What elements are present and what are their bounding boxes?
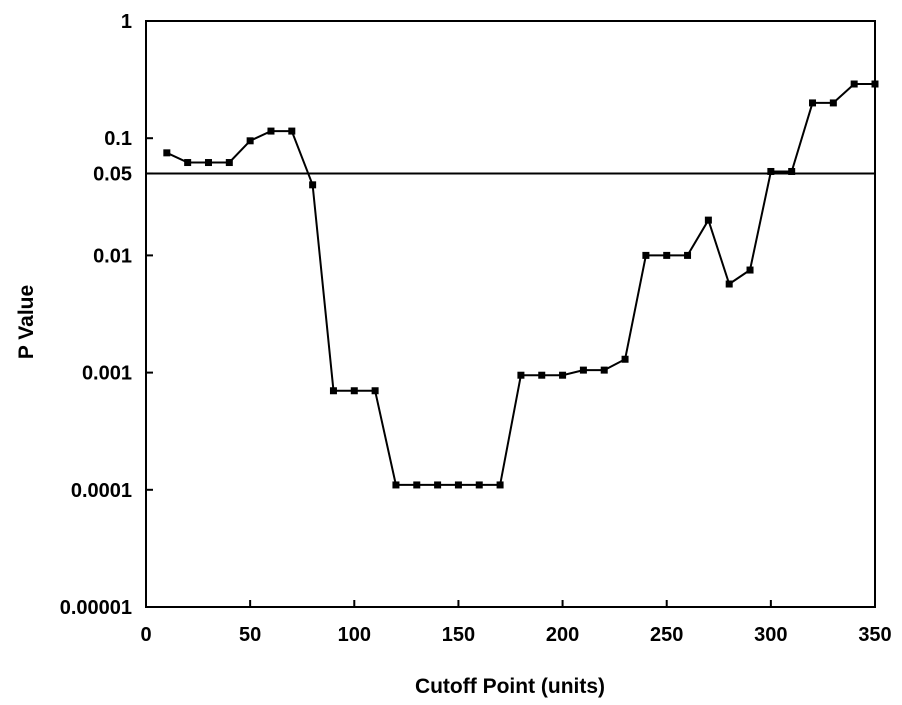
data-point: [496, 481, 504, 489]
x-tick-label: 250: [650, 624, 683, 646]
y-tick-label: 1: [121, 11, 132, 33]
data-point: [267, 127, 275, 135]
data-point: [850, 80, 858, 88]
x-tick-label: 300: [754, 624, 787, 646]
data-point: [475, 481, 483, 489]
y-tick-label: 0.001: [82, 363, 132, 385]
data-point: [517, 371, 525, 379]
data-point: [767, 167, 775, 175]
x-axis-title: Cutoff Point (units): [415, 675, 605, 698]
data-point: [204, 159, 212, 167]
data-point: [163, 149, 171, 157]
y-tick-label: 0.01: [93, 245, 132, 267]
data-point: [725, 280, 733, 288]
data-point: [246, 137, 254, 145]
x-tick-label: 100: [338, 624, 371, 646]
data-point: [184, 159, 192, 167]
y-tick-label: 0.00001: [60, 597, 132, 619]
data-point: [704, 216, 712, 224]
data-point: [746, 266, 754, 274]
data-point: [663, 251, 671, 259]
x-tick-label: 0: [140, 624, 151, 646]
data-point: [600, 366, 608, 374]
data-point: [434, 481, 442, 489]
data-point: [350, 387, 358, 395]
data-point: [871, 80, 879, 88]
data-point: [392, 481, 400, 489]
data-point: [642, 251, 650, 259]
data-point: [538, 371, 546, 379]
y-tick-label: 0.05: [93, 163, 132, 185]
y-axis-title: P Value: [15, 285, 38, 359]
x-tick-label: 350: [858, 624, 891, 646]
series-line: [166, 83, 875, 486]
x-tick-label: 200: [546, 624, 579, 646]
data-point: [413, 481, 421, 489]
y-tick-label: 0.1: [104, 128, 132, 150]
data-point: [329, 387, 337, 395]
data-point: [829, 99, 837, 107]
data-point: [809, 99, 817, 107]
x-tick-label: 150: [442, 624, 475, 646]
data-point: [288, 127, 296, 135]
x-tick-label: 50: [239, 624, 261, 646]
data-point: [559, 371, 567, 379]
data-point: [621, 355, 629, 363]
data-point: [309, 181, 317, 189]
plot-frame: [145, 20, 876, 608]
data-point: [684, 251, 692, 259]
data-point: [371, 387, 379, 395]
data-point: [579, 366, 587, 374]
data-point: [788, 167, 796, 175]
data-point: [225, 159, 233, 167]
data-point: [454, 481, 462, 489]
y-tick-label: 0.0001: [71, 480, 132, 502]
